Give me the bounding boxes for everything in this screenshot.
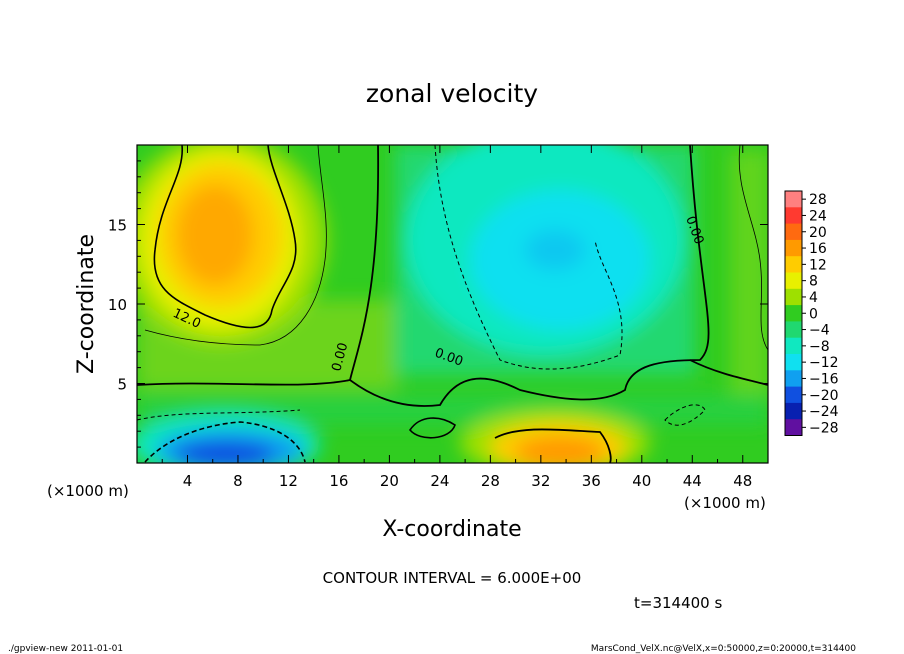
- colorbar-label: 20: [809, 225, 827, 241]
- colorbar-swatch: [785, 239, 802, 257]
- x-tick-label: 20: [380, 472, 399, 490]
- y-axis: 5 10 15: [108, 160, 768, 448]
- y-tick-label: 10: [108, 296, 127, 314]
- colorbar-swatch: [785, 402, 802, 420]
- colorbar-label: −4: [809, 323, 830, 339]
- colorbar-swatch: [785, 370, 802, 388]
- x-tick-label: 8: [233, 472, 243, 490]
- x-tick-label: 36: [582, 472, 601, 490]
- colorbar-swatch: [785, 256, 802, 273]
- x-tick-label: 12: [279, 472, 298, 490]
- x-tick-label: 16: [329, 472, 348, 490]
- colorbar-label: 8: [809, 274, 818, 290]
- colorbar-label: 4: [809, 290, 818, 306]
- x-tick-label: 28: [481, 472, 500, 490]
- x-axis-label: X-coordinate: [382, 517, 521, 542]
- colorbar-swatch: [785, 223, 802, 241]
- x-tick-label: 32: [531, 472, 550, 490]
- colorbar-swatch: [785, 272, 802, 290]
- colorbar-swatch: [785, 337, 802, 355]
- y-tick-label: 15: [108, 217, 127, 235]
- colorbar-label: 16: [809, 241, 827, 257]
- x-unit-note: (×1000 m): [684, 494, 766, 512]
- colorbar-label: 28: [809, 192, 827, 208]
- time-label: t=314400 s: [634, 594, 722, 612]
- colorbar-label: −12: [809, 355, 839, 371]
- x-tick-label: 48: [733, 472, 752, 490]
- colorbar-swatch: [785, 321, 802, 339]
- colorbar-swatch: [785, 386, 802, 404]
- colorbar-label: 0: [809, 306, 818, 322]
- colorbar-swatch: [785, 354, 802, 371]
- colorbar-swatch: [785, 207, 802, 225]
- colorbar-label: −28: [809, 420, 839, 436]
- footer-right: MarsCond_VelX.nc@VelX,x=0:50000,z=0:2000…: [591, 644, 856, 654]
- chart-title: zonal velocity: [366, 79, 538, 108]
- colorbar-label: 12: [809, 257, 827, 273]
- x-tick-label: 44: [683, 472, 702, 490]
- contour-lines: [137, 145, 768, 463]
- y-axis-label: Z-coordinate: [74, 234, 99, 374]
- x-tick-label: 4: [183, 472, 193, 490]
- contour-label: 0.00: [329, 341, 351, 373]
- footer-left: ./gpview-new 2011-01-01: [8, 644, 123, 654]
- contour-interval: CONTOUR INTERVAL = 6.000E+00: [323, 569, 582, 587]
- z-unit-note: (×1000 m): [47, 482, 129, 500]
- x-tick-label: 40: [632, 472, 651, 490]
- colorbar-swatch: [785, 191, 802, 208]
- y-tick-label: 5: [117, 376, 127, 394]
- x-axis: 4 8 12 16 20 24 28 32 36 40 44 48: [161, 145, 752, 490]
- colorbar-swatch: [785, 305, 802, 322]
- colorbar-swatch: [785, 288, 802, 306]
- colorbar-swatch: [785, 419, 802, 436]
- colorbar-label: −8: [809, 339, 830, 355]
- colorbar-label: 24: [809, 208, 827, 224]
- colorbar-label: −24: [809, 404, 839, 420]
- colorbar-label: −16: [809, 371, 839, 387]
- velocity-field: [137, 145, 768, 463]
- colorbar-label: −20: [809, 388, 839, 404]
- x-tick-label: 24: [430, 472, 449, 490]
